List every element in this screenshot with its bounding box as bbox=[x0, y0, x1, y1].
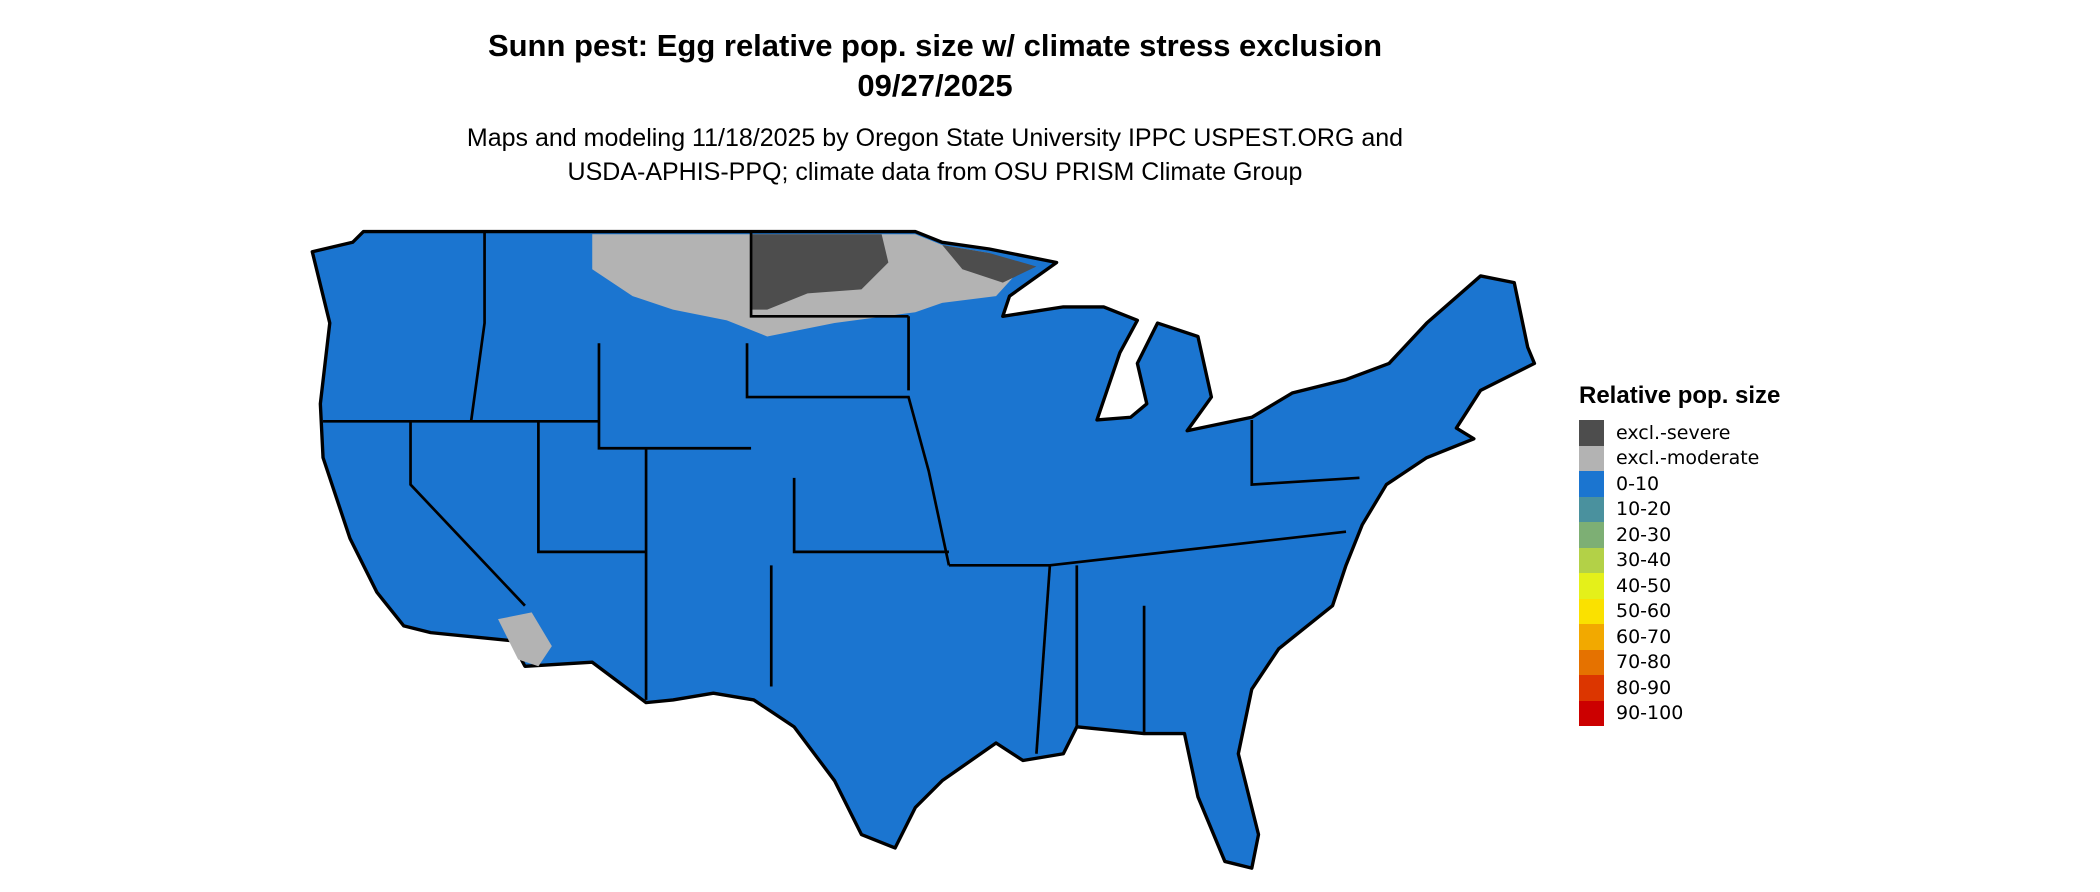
map-date: 09/27/2025 bbox=[857, 68, 1013, 103]
legend-item: 70-80 bbox=[1579, 649, 1780, 675]
legend-swatch bbox=[1579, 675, 1604, 701]
excl-moderate-arizona bbox=[498, 612, 552, 667]
legend-item: excl.-severe bbox=[1579, 420, 1780, 446]
map-title: Sunn pest: Egg relative pop. size w/ cli… bbox=[487, 28, 1383, 63]
legend-label: 0-10 bbox=[1616, 472, 1660, 495]
legend-label: 20-30 bbox=[1616, 523, 1672, 546]
state-borders bbox=[323, 231, 1360, 754]
legend-item: 40-50 bbox=[1579, 573, 1780, 599]
legend: Relative pop. size excl.-severe excl.-mod… bbox=[1579, 382, 1780, 726]
legend-item: 50-60 bbox=[1579, 598, 1780, 624]
legend-label: 40-50 bbox=[1616, 574, 1672, 597]
legend-swatch bbox=[1579, 624, 1604, 650]
legend-swatch bbox=[1579, 598, 1604, 624]
legend-label: excl.-moderate bbox=[1616, 447, 1760, 470]
legend-item: 30-40 bbox=[1579, 547, 1780, 573]
legend-title: Relative pop. size bbox=[1579, 382, 1781, 409]
legend-label: 50-60 bbox=[1616, 600, 1672, 623]
legend-swatch bbox=[1579, 445, 1604, 471]
excl-severe-region bbox=[751, 234, 1037, 310]
legend-label: 60-70 bbox=[1616, 625, 1672, 648]
subtitle-line-1: Maps and modeling 11/18/2025 by Oregon S… bbox=[466, 124, 1404, 152]
legend-swatch bbox=[1579, 522, 1604, 548]
legend-label: 70-80 bbox=[1616, 651, 1672, 674]
legend-item: 10-20 bbox=[1579, 496, 1780, 522]
legend-label: 80-90 bbox=[1616, 676, 1672, 699]
legend-item: 0-10 bbox=[1579, 471, 1780, 497]
legend-item: 80-90 bbox=[1579, 675, 1780, 701]
legend-swatch bbox=[1579, 700, 1604, 726]
legend-swatch bbox=[1579, 573, 1604, 599]
legend-label: 10-20 bbox=[1616, 498, 1672, 521]
legend-swatch bbox=[1579, 649, 1604, 675]
us-land bbox=[310, 229, 1537, 870]
legend-label: 30-40 bbox=[1616, 549, 1672, 572]
legend-item: 90-100 bbox=[1579, 700, 1780, 726]
legend-swatch bbox=[1579, 471, 1604, 497]
subtitle-line-2: USDA-APHIS-PPQ; climate data from OSU PR… bbox=[567, 158, 1303, 186]
legend-item: 60-70 bbox=[1579, 624, 1780, 650]
legend-swatch bbox=[1579, 496, 1604, 522]
legend-item: excl.-moderate bbox=[1579, 445, 1780, 471]
legend-label: excl.-severe bbox=[1616, 421, 1731, 444]
legend-label: 90-100 bbox=[1616, 702, 1684, 725]
legend-item: 20-30 bbox=[1579, 522, 1780, 548]
legend-swatch bbox=[1579, 420, 1604, 446]
legend-swatch bbox=[1579, 547, 1604, 573]
